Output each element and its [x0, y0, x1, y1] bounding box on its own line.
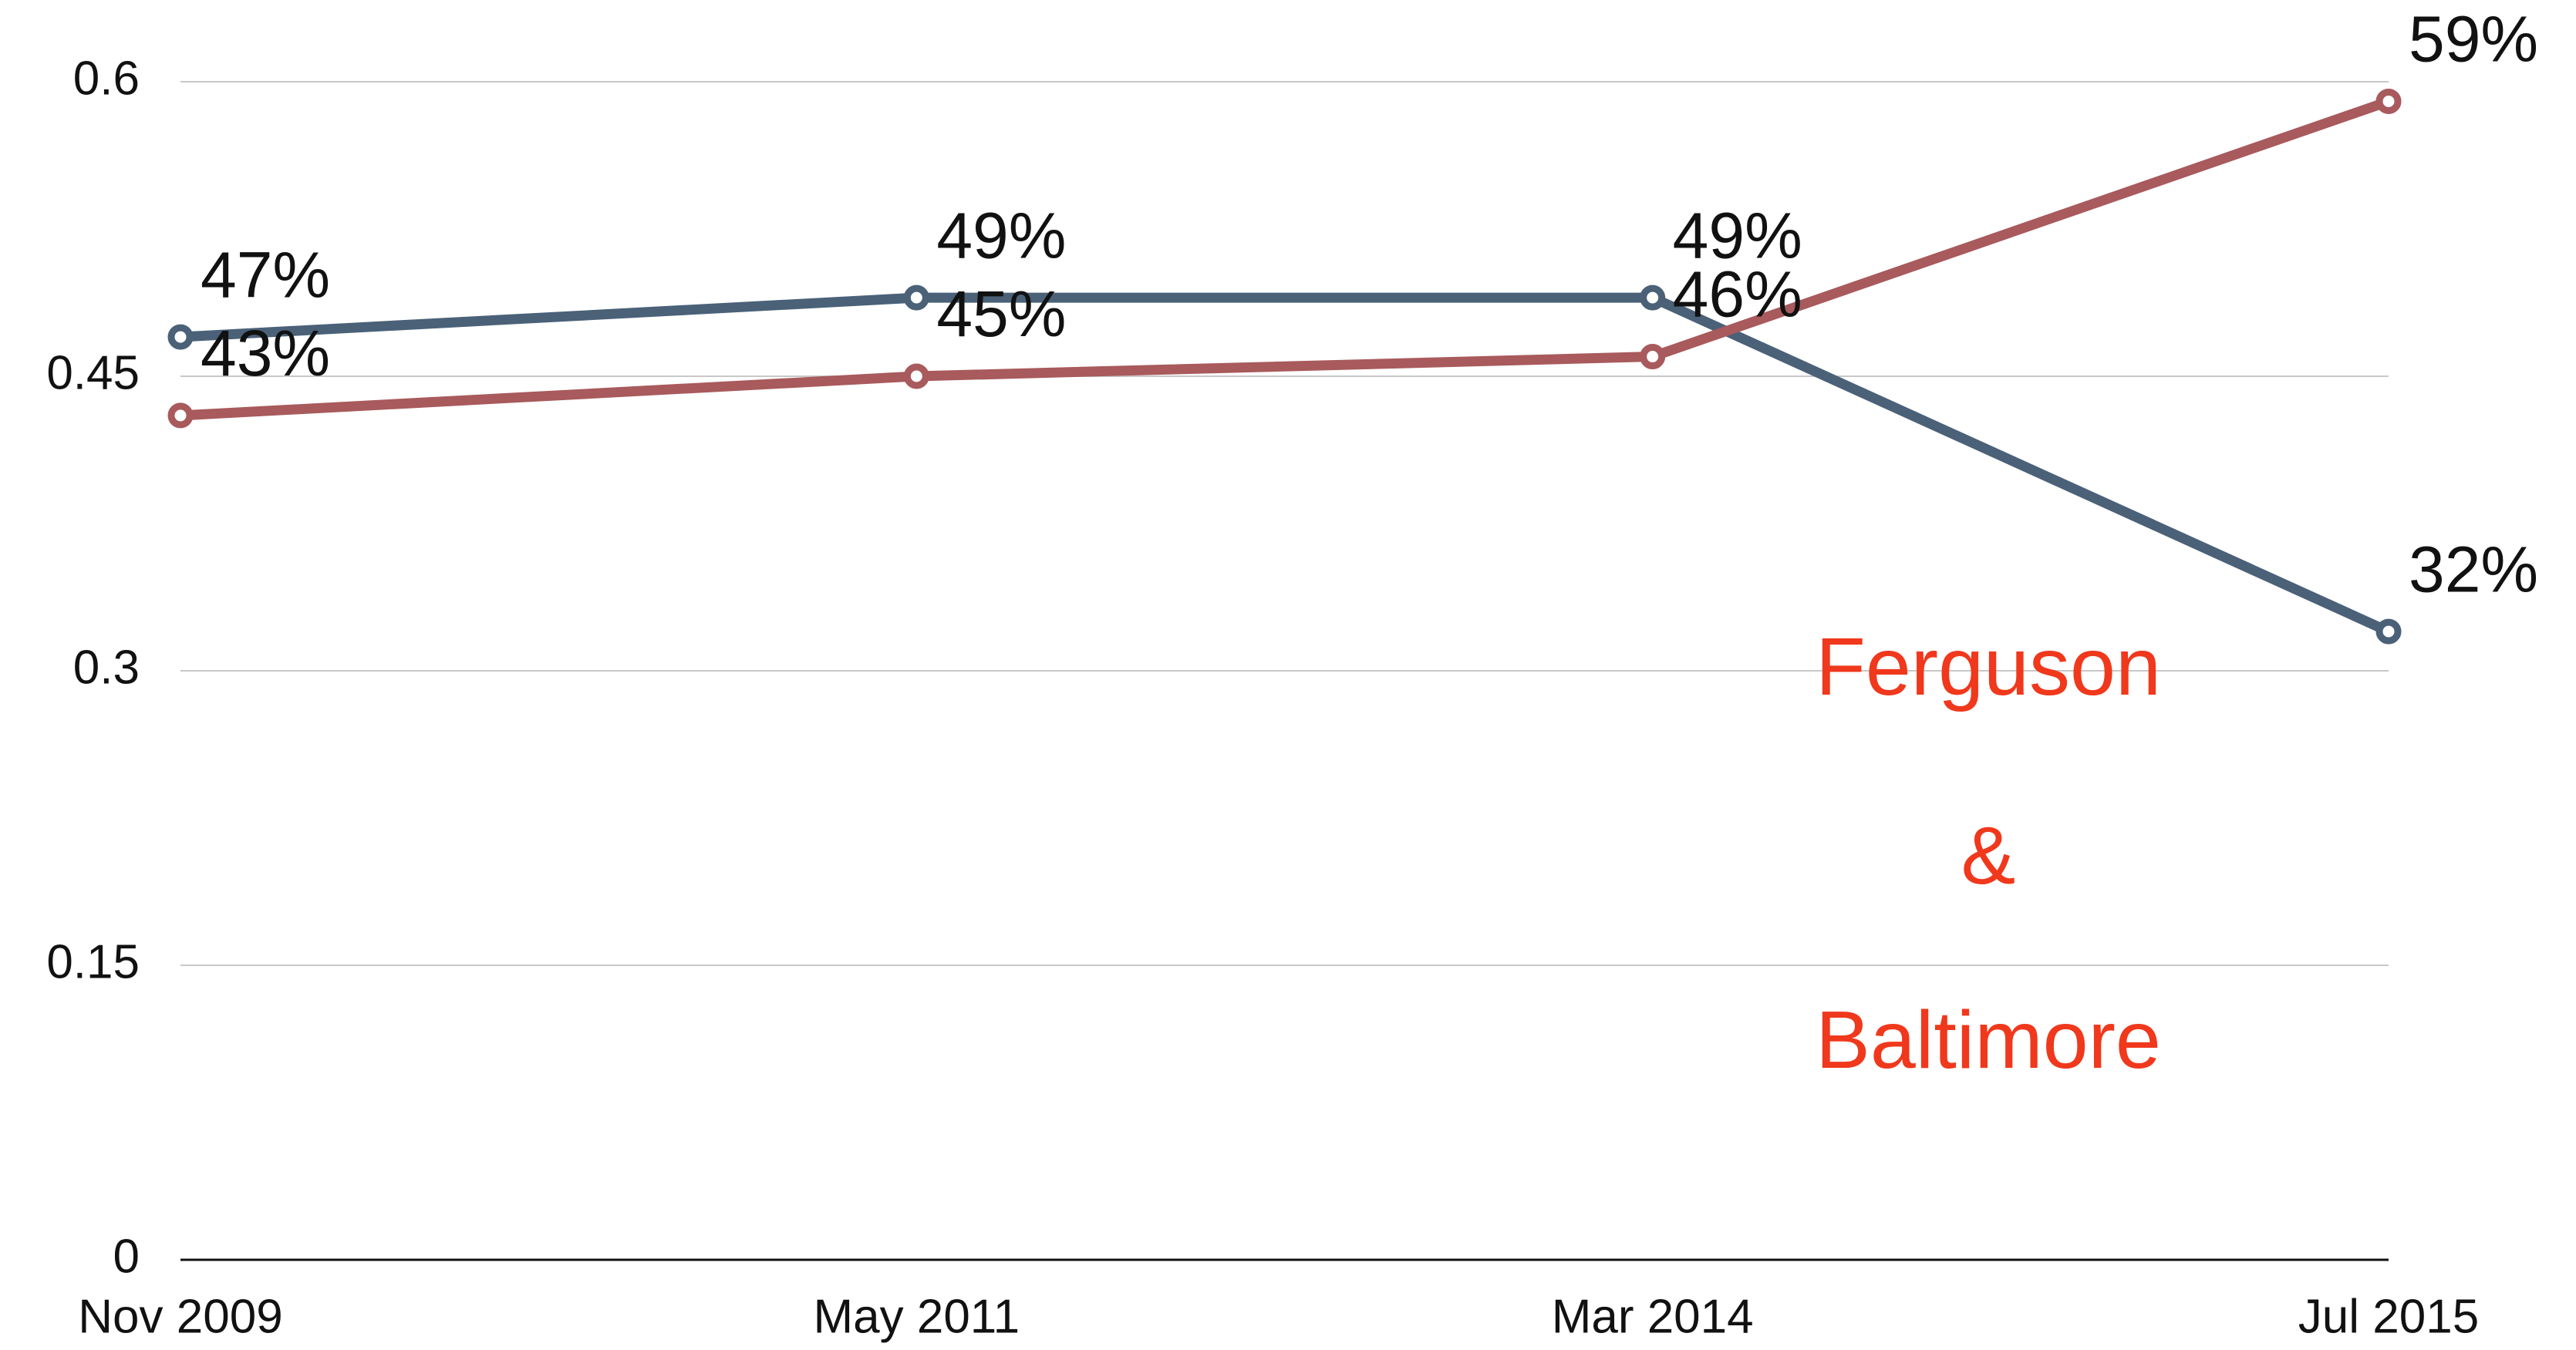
data-label: 49%: [936, 199, 1066, 271]
data-label: 32%: [2409, 533, 2538, 605]
data-point: [903, 284, 929, 311]
data-label: 49%: [1673, 199, 1802, 271]
data-label: 59%: [2409, 3, 2538, 76]
y-tick-label: 0.6: [73, 52, 140, 105]
data-label: 47%: [201, 238, 330, 311]
y-tick-label: 0.15: [46, 935, 140, 988]
annotation: &: [1961, 810, 2016, 901]
data-point: [167, 402, 194, 429]
x-tick-label: Jul 2015: [2298, 1290, 2479, 1343]
annotation: Baltimore: [1816, 995, 2161, 1086]
y-tick-label: 0.3: [73, 641, 140, 694]
data-point: [1640, 344, 1666, 370]
data-point: [1640, 284, 1666, 311]
series-line: [180, 96, 2391, 421]
data-label: 46%: [1673, 258, 1802, 331]
series-line: [180, 292, 2391, 636]
data-label: 45%: [936, 278, 1066, 350]
x-tick-label: Mar 2014: [1552, 1290, 1754, 1343]
data-point: [167, 324, 194, 350]
y-tick-label: 0: [113, 1230, 140, 1283]
data-point: [903, 363, 929, 389]
data-label: 43%: [201, 317, 330, 389]
data-point: [2375, 618, 2402, 645]
y-tick-label: 0.45: [46, 346, 140, 399]
data-point: [2375, 88, 2402, 114]
x-tick-label: May 2011: [813, 1290, 1020, 1343]
annotation: Ferguson: [1816, 621, 2161, 712]
x-tick-label: Nov 2009: [78, 1290, 282, 1343]
